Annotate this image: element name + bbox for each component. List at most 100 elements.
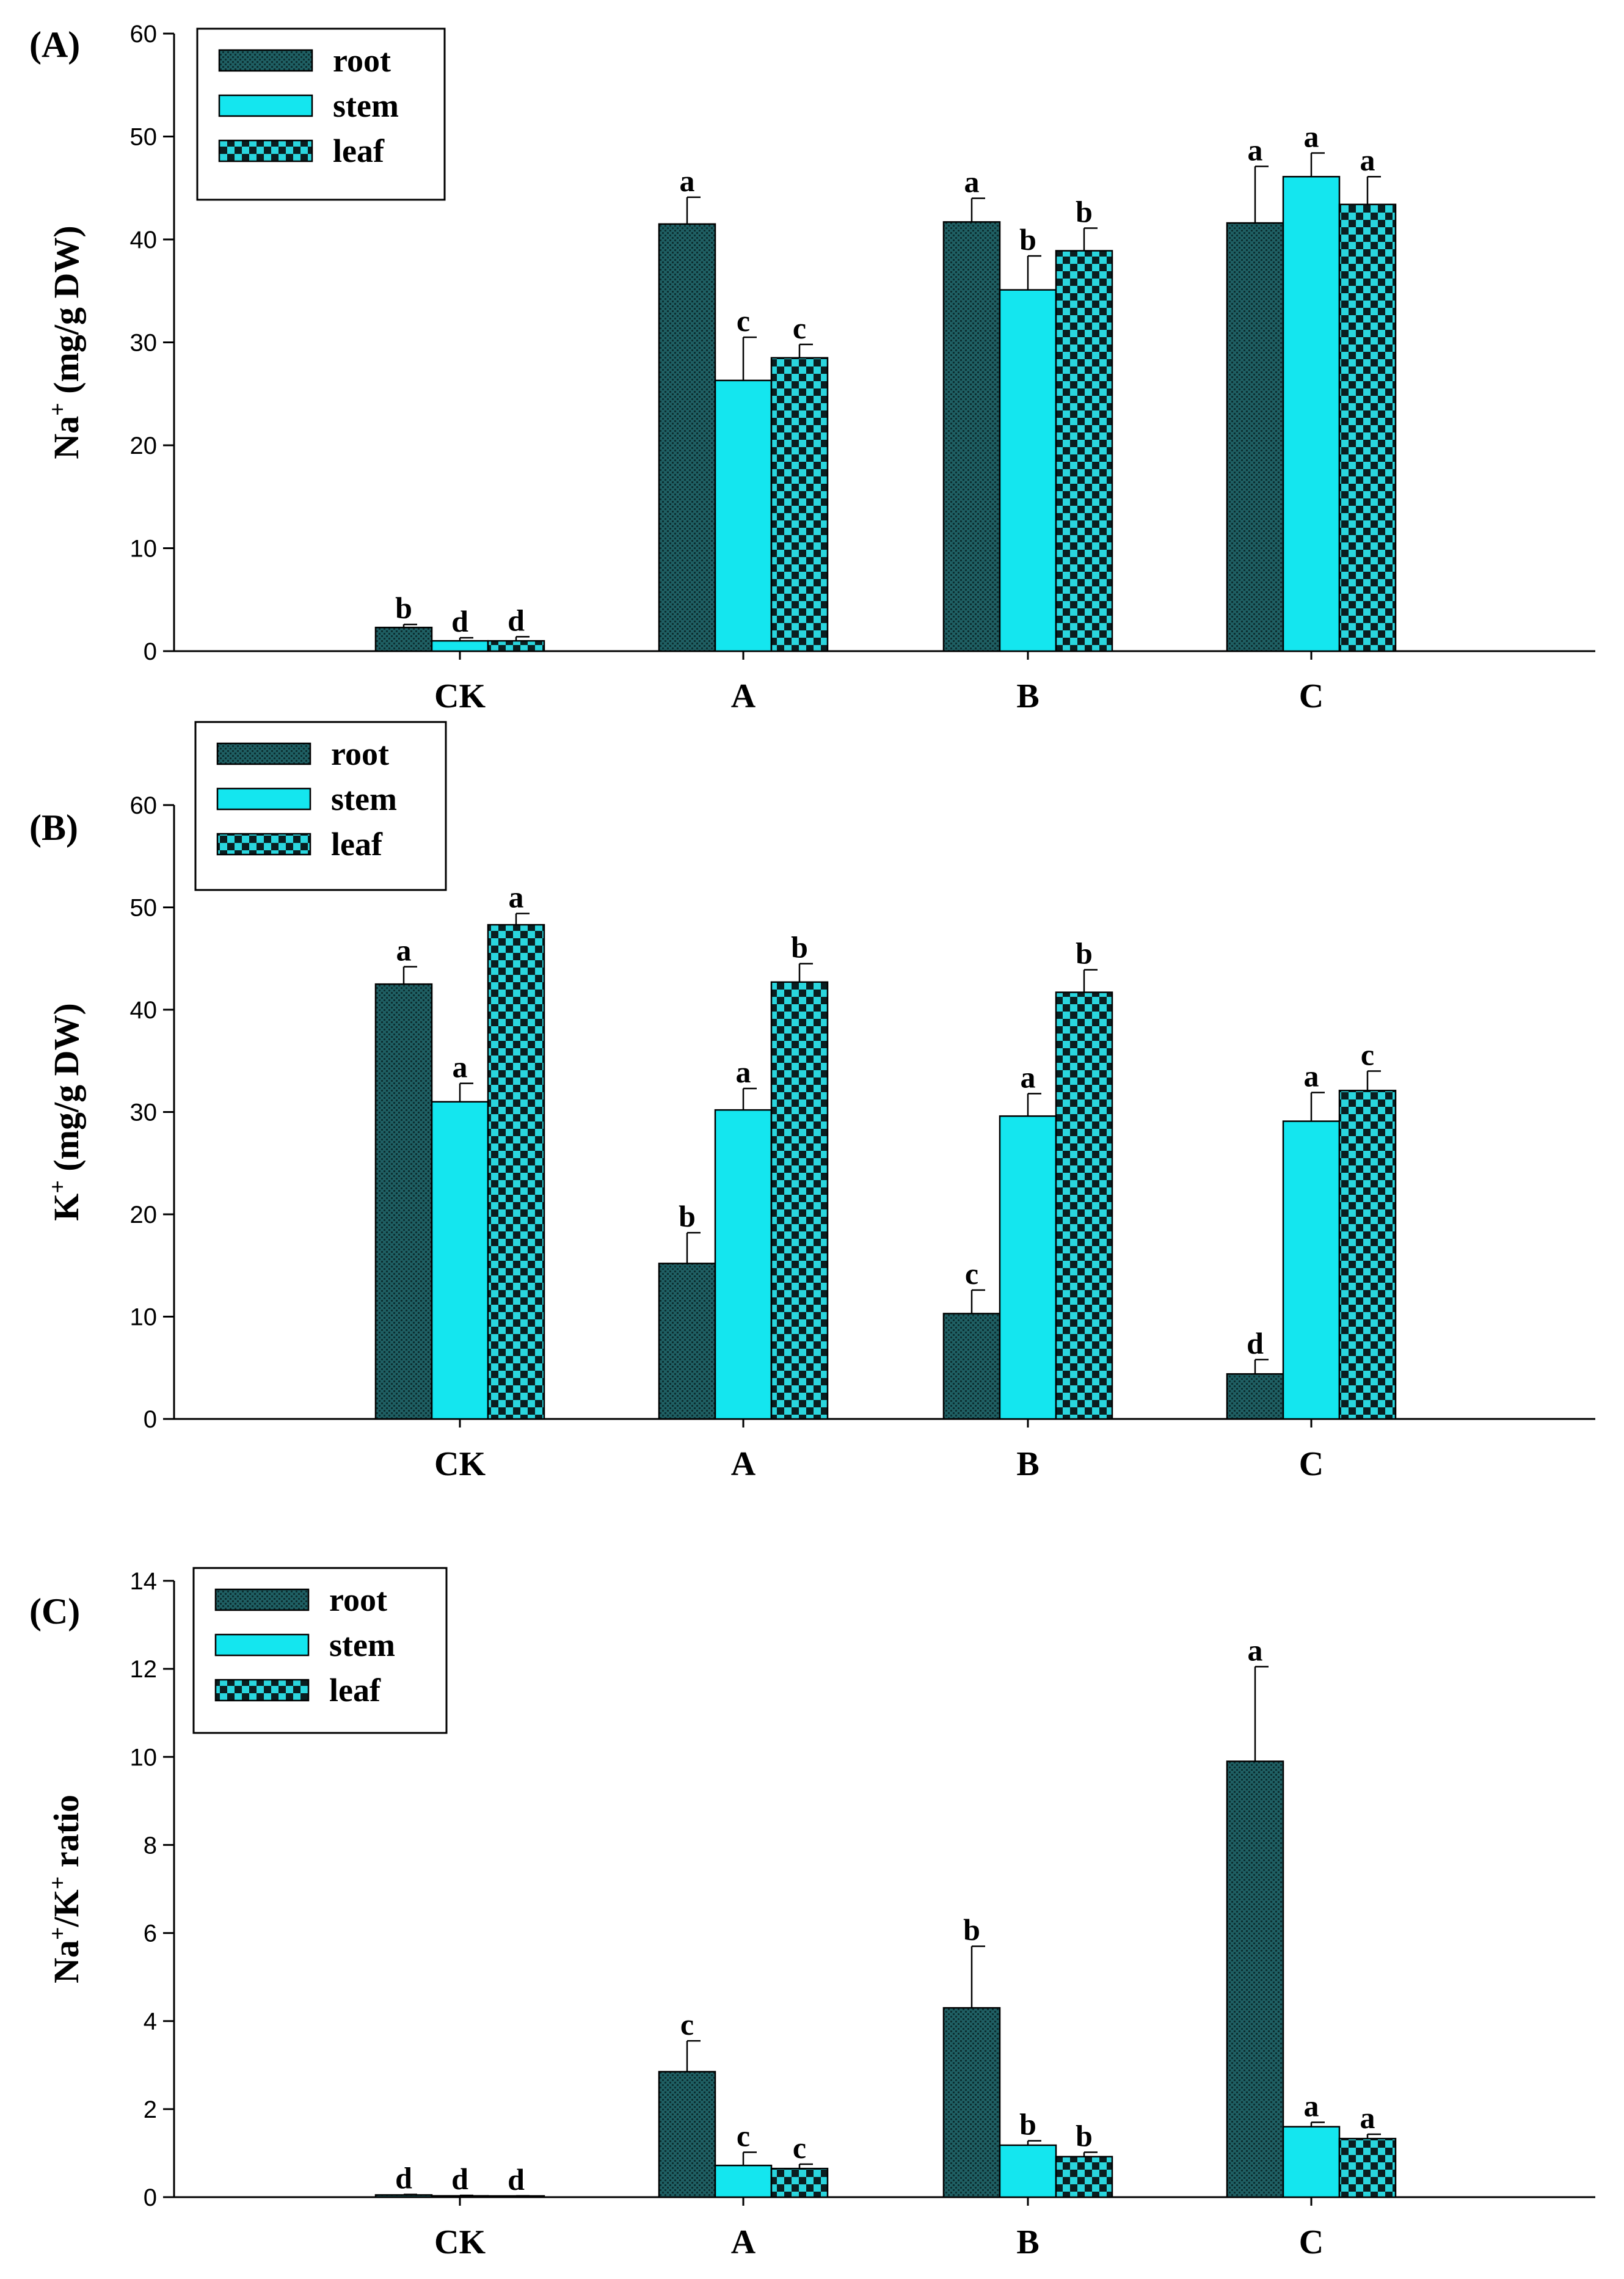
y-tick-label: 8 [144, 1832, 157, 1859]
significance-letter: c [737, 2118, 750, 2153]
x-tick-label: C [1299, 1445, 1324, 1483]
y-tick-label: 10 [130, 536, 158, 563]
significance-letter: a [1304, 1059, 1319, 1093]
y-tick-label: 40 [130, 227, 158, 253]
y-tick-label: 0 [144, 2184, 157, 2211]
legend-label-root: root [331, 735, 389, 772]
significance-letter: b [1019, 2107, 1036, 2142]
significance-letter: d [451, 604, 468, 638]
y-tick-label: 6 [144, 1920, 157, 1947]
y-tick-label: 14 [130, 1568, 158, 1595]
y-axis-label-part: Na [46, 1940, 86, 1983]
significance-letter: c [1361, 1038, 1374, 1072]
y-tick-label: 20 [130, 432, 158, 459]
significance-letter: b [1076, 2118, 1093, 2153]
bar-leaf-b [1055, 991, 1113, 1420]
y-tick-label: 40 [130, 997, 158, 1024]
panel-label: (A) [29, 24, 80, 65]
significance-letter: d [508, 603, 525, 637]
chart-panel-2: 0 10 20 30 40 50 60 CK A B Ca b c d a a a a a b b c root stem le… [29, 721, 1595, 1483]
y-tick-label: 0 [144, 638, 157, 665]
y-axis-label-part: ratio [46, 1795, 86, 1876]
y-axis-label-part: Na [46, 416, 86, 459]
y-axis-label-superscript: + [45, 1876, 71, 1890]
bar-leaf-ck [487, 640, 545, 652]
x-tick-label: C [1299, 677, 1324, 715]
y-axis-label: K+ (mg/g DW) [45, 1003, 86, 1221]
bar-root-b [942, 2007, 1001, 2198]
y-tick-label: 4 [144, 2008, 157, 2035]
legend-label-leaf: leaf [329, 1672, 381, 1708]
y-axis-label: Na+/K+ ratio [45, 1795, 86, 1983]
significance-letter: a [1248, 1633, 1263, 1668]
significance-letter: d [451, 2162, 468, 2196]
bar-root-a [658, 2071, 716, 2198]
legend-swatch-root [218, 49, 313, 72]
significance-letter: a [1304, 2088, 1319, 2123]
chart-panel-3: 0 2 4 6 8 10 12 14 CK A B Cd c b a d c b a d c b a root stem leaf… [29, 1567, 1595, 2261]
panel-label: (B) [29, 808, 78, 848]
legend-swatch-root [216, 742, 311, 765]
y-tick-label: 60 [130, 21, 158, 48]
bar-root-c [1226, 1760, 1284, 2198]
bar-leaf-b [1055, 2156, 1113, 2198]
significance-letter: a [453, 1050, 468, 1084]
bar-leaf-c [1338, 2137, 1397, 2198]
x-tick-label: A [731, 2223, 756, 2261]
bar-leaf-a [770, 2167, 829, 2198]
x-tick-label: A [731, 677, 756, 715]
legend-swatch-stem [216, 787, 311, 811]
y-tick-label: 20 [130, 1201, 158, 1228]
significance-letter: a [1248, 133, 1263, 167]
bar-stem-c [1282, 2126, 1341, 2198]
significance-letter: c [965, 1256, 978, 1291]
chart-panel-1: 0 10 20 30 40 50 60 CK A B Cb a a a d c b a d c b a root stem le… [29, 21, 1595, 715]
bar-root-ck [374, 2194, 433, 2198]
significance-letter: a [1360, 2101, 1375, 2135]
significance-letter: a [680, 164, 695, 198]
legend-label-leaf: leaf [333, 133, 385, 169]
y-axis-label-part: (mg/g DW) [46, 225, 86, 403]
significance-letter: a [396, 933, 412, 968]
significance-letter: a [1021, 1060, 1036, 1094]
bar-leaf-a [770, 981, 829, 1420]
y-axis-label-part: K [46, 1194, 86, 1221]
bar-root-a [658, 223, 716, 652]
significance-letter: d [1247, 1326, 1264, 1360]
y-axis-label-part: (mg/g DW) [46, 1003, 86, 1180]
x-tick-label: B [1016, 2223, 1039, 2261]
y-tick-label: 60 [130, 792, 158, 819]
bar-leaf-b [1055, 250, 1113, 652]
y-axis-label-part: /K [46, 1889, 86, 1927]
y-tick-label: 12 [130, 1656, 158, 1683]
legend-swatch-stem [214, 1633, 310, 1657]
legend-label-leaf: leaf [331, 826, 383, 862]
x-tick-label: C [1299, 2223, 1324, 2261]
significance-letter: b [679, 1199, 696, 1233]
bar-root-c [1226, 222, 1284, 652]
y-axis-label-superscript: + [45, 403, 71, 416]
significance-letter: c [793, 311, 806, 345]
x-tick-label: B [1016, 677, 1039, 715]
bar-stem-b [999, 1115, 1057, 1420]
significance-letter: c [793, 2131, 806, 2165]
significance-letter: b [395, 591, 412, 625]
bar-stem-a [714, 1109, 773, 1420]
significance-letter: a [1360, 143, 1375, 177]
legend-label-stem: stem [333, 87, 399, 124]
bar-leaf-c [1338, 1090, 1397, 1420]
significance-letter: b [1076, 936, 1093, 971]
bar-leaf-ck [487, 924, 545, 1420]
legend-label-root: root [329, 1581, 387, 1618]
y-tick-label: 30 [130, 1099, 158, 1126]
legend-swatch-stem [218, 94, 313, 117]
bar-stem-a [714, 2164, 773, 2198]
significance-letter: b [791, 930, 808, 964]
y-tick-label: 10 [130, 1304, 158, 1331]
significance-letter: a [964, 165, 980, 199]
significance-letter: a [736, 1055, 751, 1089]
significance-letter: a [1304, 119, 1319, 153]
significance-letter: a [509, 880, 524, 914]
bar-root-b [942, 221, 1001, 652]
x-tick-label: CK [434, 677, 486, 715]
